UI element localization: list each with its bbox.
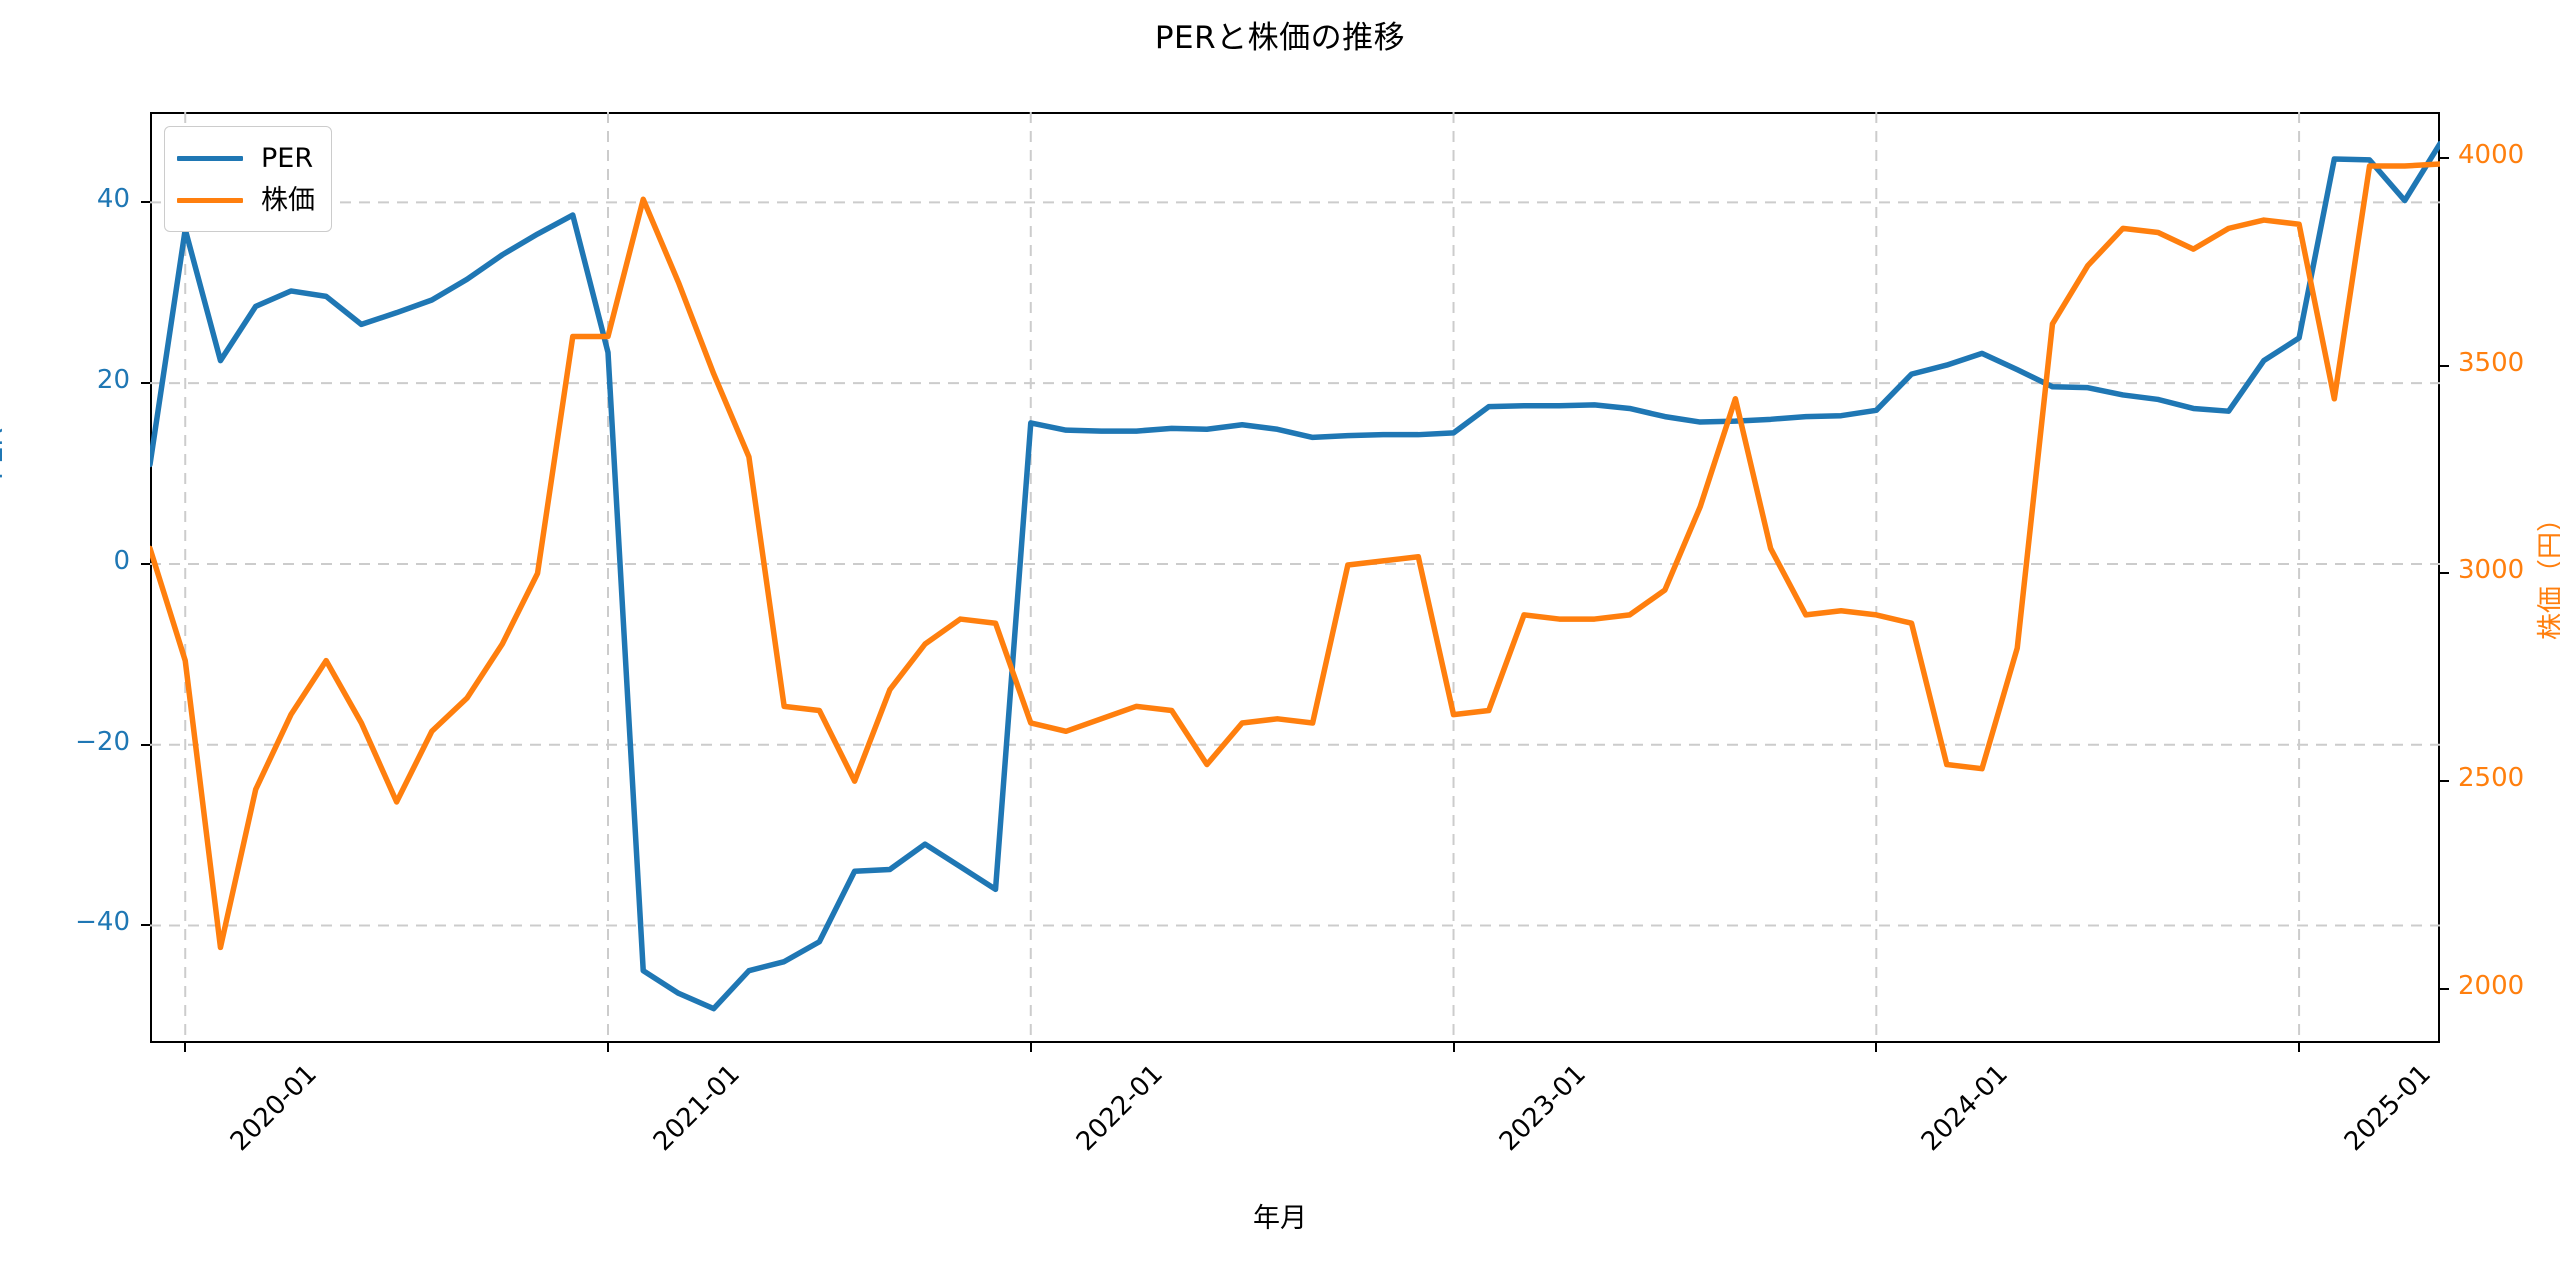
x-tick-mark (2298, 1043, 2301, 1052)
x-tick-mark (184, 1043, 187, 1052)
gridlines (150, 112, 2440, 1043)
y-tick-mark-right (2440, 987, 2449, 990)
x-tick-label: 2022-01 (1070, 1059, 1169, 1158)
y-axis-left-label: PER (0, 427, 9, 480)
x-tick-label: 2023-01 (1493, 1059, 1592, 1158)
legend-label-kabuka: 株価 (261, 184, 315, 216)
plot-area (150, 112, 2440, 1043)
y-tick-right: 2000 (2458, 970, 2525, 1001)
x-axis-label: 年月 (1253, 1203, 1307, 1234)
x-tick-label: 2025-01 (2338, 1059, 2437, 1158)
y-tick-mark-left (141, 382, 150, 385)
y-tick-mark-left (141, 743, 150, 746)
y-tick-mark-right (2440, 572, 2449, 575)
y-tick-left: 20 (96, 365, 130, 396)
x-tick-label: 2021-01 (647, 1059, 746, 1158)
x-tick-mark (607, 1043, 609, 1052)
y-tick-mark-left (141, 924, 150, 927)
y-tick-right: 3000 (2458, 555, 2525, 586)
data-lines (150, 140, 2440, 1012)
y-tick-mark-left (141, 562, 150, 565)
legend-swatch-kabuka (177, 197, 243, 203)
legend-label-per: PER (261, 142, 314, 174)
y-tick-left: −20 (75, 726, 130, 757)
legend-item-per: PER (177, 137, 315, 179)
series-line-per (150, 140, 2440, 1012)
y-tick-right: 3500 (2458, 347, 2525, 378)
x-tick-mark (1452, 1043, 1455, 1052)
y-tick-left: 0 (113, 545, 130, 576)
y-tick-right: 2500 (2458, 763, 2525, 794)
chart-legend: PER 株価 (164, 126, 332, 232)
chart-canvas (150, 112, 2440, 1043)
series-line-kabuka (150, 161, 2440, 951)
y-tick-mark-right (2440, 156, 2449, 159)
y-tick-right: 4000 (2458, 139, 2525, 170)
x-tick-mark (1029, 1043, 1032, 1052)
chart-title: PERと株価の推移 (1154, 20, 1406, 56)
legend-swatch-per (177, 155, 243, 161)
y-tick-mark-right (2440, 364, 2449, 367)
y-tick-left: −40 (75, 907, 130, 938)
y-axis-right-label: 株価（円） (2536, 505, 2560, 640)
x-tick-mark (1875, 1043, 1878, 1052)
y-tick-left: 40 (96, 184, 130, 215)
y-tick-mark-left (141, 201, 150, 204)
x-tick-label: 2020-01 (225, 1059, 324, 1158)
y-tick-mark-right (2440, 780, 2449, 783)
legend-item-kabuka: 株価 (177, 179, 315, 221)
x-tick-label: 2024-01 (1916, 1059, 2015, 1158)
